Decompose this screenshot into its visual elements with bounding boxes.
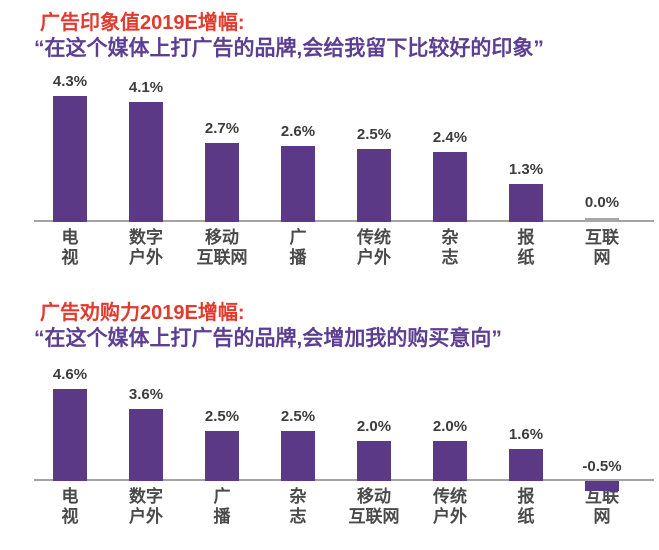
bar-column: 0.0% [564, 72, 640, 222]
bar-plot-persuasion: 4.6% 3.6% 2.5% 2.5% 2.0% 2.0% 1.6% -0.5% [32, 366, 654, 491]
bar-column: 2.5% [336, 72, 412, 222]
bar-广播 [281, 145, 315, 222]
bar-报纸 [509, 449, 543, 481]
bar-plot-impression: 4.3% 4.1% 2.7% 2.6% 2.5% 2.4% 1.3% 0.0% [32, 72, 654, 222]
bar-column: 2.0% [412, 366, 488, 481]
bar-传统户外 [357, 148, 391, 222]
bar-电视 [53, 389, 87, 481]
value-label: -0.5% [582, 458, 622, 475]
value-label: 0.0% [584, 194, 620, 211]
bar-column: 4.1% [108, 72, 184, 222]
category-label: 数字 户外 [129, 487, 163, 526]
bar-column: 3.6% [108, 366, 184, 481]
value-label: 2.0% [432, 418, 468, 435]
bar-column: 2.4% [412, 72, 488, 222]
value-label: 2.6% [280, 122, 316, 140]
x-axis-line [34, 479, 654, 481]
value-label: 2.0% [356, 418, 392, 435]
bar-传统户外 [433, 441, 467, 481]
category-label: 杂 志 [289, 487, 307, 526]
bar-column: 2.7% [184, 72, 260, 222]
value-label: 2.7% [204, 119, 240, 137]
chart-subtitle-impression: “在这个媒体上打广告的品牌,会给我留下比较好的印象” [34, 37, 544, 60]
category-label: 杂 志 [441, 228, 459, 267]
category-label: 广 播 [213, 487, 231, 526]
bar-互联网 [585, 481, 619, 491]
bar-移动互联网 [205, 142, 239, 222]
bar-column: 1.6% [488, 366, 564, 481]
category-label: 传统 户外 [433, 487, 467, 526]
category-label: 传统 户外 [357, 228, 391, 267]
category-label: 电 视 [61, 228, 79, 267]
value-label: 1.6% [508, 426, 544, 443]
bar-数字户外 [129, 101, 163, 222]
chart-title-persuasion: 广告劝购力2019E增幅: [40, 302, 245, 324]
bar-移动互联网 [357, 441, 391, 481]
bar-数字户外 [129, 409, 163, 481]
bar-column: 2.5% [260, 366, 336, 481]
category-label: 广 播 [289, 228, 307, 267]
chart-ad-persuasion: 广告劝购力2019E增幅: “在这个媒体上打广告的品牌,会增加我的购买意向” 4… [0, 268, 659, 527]
value-label: 2.5% [204, 408, 240, 425]
chart-ad-impression: 广告印象值2019E增幅: “在这个媒体上打广告的品牌,会给我留下比较好的印象”… [0, 0, 659, 268]
chart-subtitle-persuasion: “在这个媒体上打广告的品牌,会增加我的购买意向” [34, 327, 502, 350]
bar-报纸 [509, 183, 543, 222]
category-label: 报 纸 [517, 228, 535, 267]
value-label: 2.5% [280, 408, 316, 425]
bar-column: 2.5% [184, 366, 260, 481]
bar-广播 [205, 431, 239, 481]
bar-column: 4.6% [32, 366, 108, 481]
value-label: 4.1% [128, 78, 164, 96]
category-label: 数字 户外 [129, 228, 163, 267]
category-label: 互联 网 [585, 487, 619, 526]
bar-column: 2.6% [260, 72, 336, 222]
x-axis-line [34, 220, 654, 222]
bar-电视 [53, 96, 87, 222]
chart-title-impression: 广告印象值2019E增幅: [40, 12, 245, 34]
bar-杂志 [433, 151, 467, 222]
category-label: 移动 互联网 [348, 487, 400, 526]
category-label: 电 视 [61, 487, 79, 526]
category-axis-labels: 电 视 数字 户外 移动 互联网 广 播 传统 户外 杂 志 报 纸 互联 网 [32, 222, 640, 268]
category-label: 互联 网 [585, 228, 619, 267]
value-label: 1.3% [508, 160, 544, 178]
value-label: 2.5% [356, 125, 392, 143]
value-label: 4.6% [52, 366, 88, 383]
bar-杂志 [281, 431, 315, 481]
bar-互联网 [585, 218, 619, 222]
bar-column: -0.5% [564, 366, 640, 491]
category-label: 移动 互联网 [196, 228, 248, 267]
value-label: 2.4% [432, 128, 468, 146]
bar-column: 4.3% [32, 72, 108, 222]
value-label: 4.3% [52, 73, 88, 91]
bar-column: 1.3% [488, 72, 564, 222]
value-label: 3.6% [128, 386, 164, 403]
bar-column: 2.0% [336, 366, 412, 481]
category-label: 报 纸 [517, 487, 535, 526]
category-axis-labels: 电 视 数字 户外 广 播 杂 志 移动 互联网 传统 户外 报 纸 互联 网 [32, 481, 640, 527]
